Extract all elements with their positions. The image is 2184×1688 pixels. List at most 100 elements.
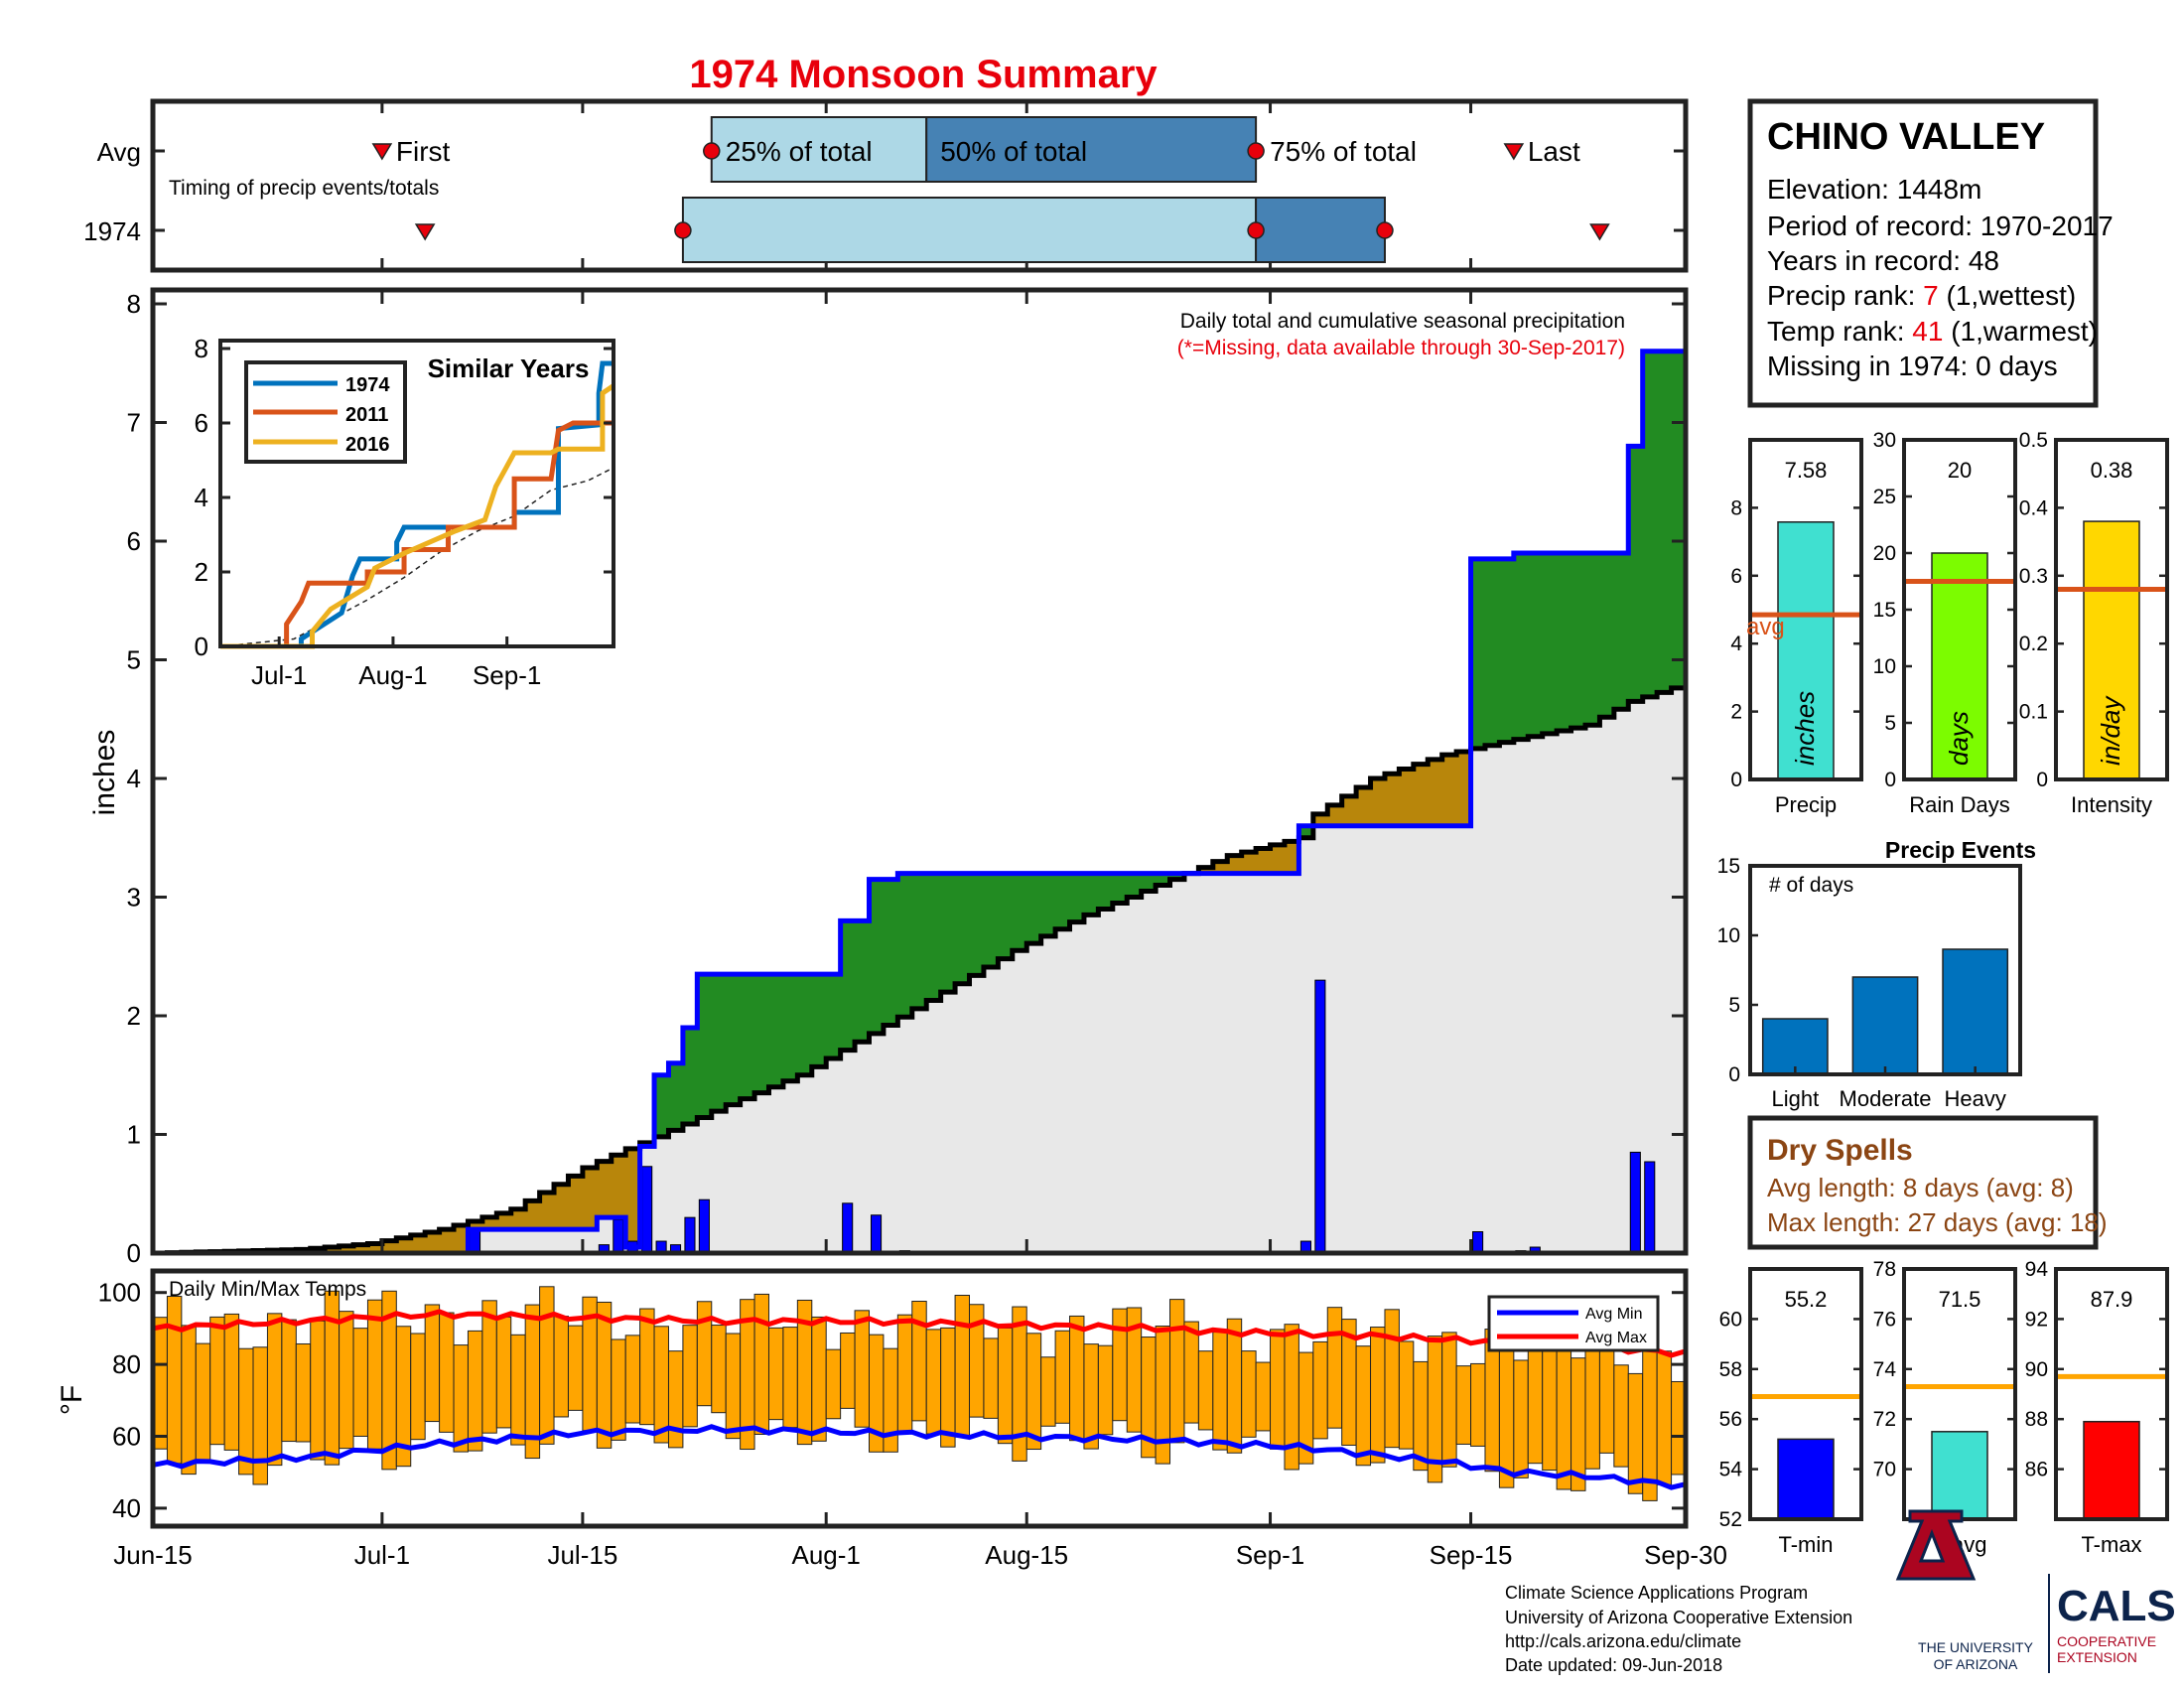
inset-ytick-label: 4 [195,483,208,512]
tmax-ytick-label: 88 [2025,1408,2048,1431]
intensity-ytick-label: 0.1 [2019,701,2048,724]
daily-temp-bar [1326,1307,1343,1429]
cumulative-y-ticks: 0 1 2 3 4 5 6 7 8 [127,289,1688,1268]
daily-temp-bar [1226,1318,1243,1454]
cumulative-ytick-label: 0 [127,1238,141,1268]
x-date-labels: Jun-15 Jul-1 Jul-15 Aug-1 Aug-15 Sep-1 Sep-15 S… [113,1512,1727,1570]
tavg-ytick-label: 72 [1873,1408,1896,1431]
cals-wordmark: CALS [2057,1582,2176,1630]
inset-xtick-label: Sep-1 [473,660,541,690]
daily-temp-bar [1413,1360,1429,1472]
legend-label-avg-min: Avg Min [1585,1306,1643,1323]
x-date-label: Sep-1 [1236,1540,1304,1570]
tavg-ytick-label: 78 [1873,1258,1896,1281]
daily-temp-bar [1169,1299,1185,1444]
missing-data-note: (*=Missing, data available through 30-Se… [1177,337,1625,359]
intensity-ytick-label: 0.5 [2019,429,2048,452]
year-first-marker [414,223,436,241]
daily-temp-bar [725,1333,742,1440]
rain_days-value-label: 20 [1948,458,1972,483]
temp-ytick-label: 100 [98,1278,141,1308]
event-category-label: Light [1771,1086,1819,1111]
tmin-xlabel: T-min [1779,1532,1834,1557]
p50-label: 50% of total [940,136,1087,167]
daily-temp-bar [753,1293,769,1436]
coop-extension-line2: EXTENSION [2057,1649,2137,1665]
inset-series-1974 [220,360,614,649]
tmin-value-label: 55.2 [1785,1287,1828,1312]
avg-p75-dot [1247,142,1265,160]
station-years: Years in record: 48 [1767,245,1999,276]
daily-temp-bar [997,1327,1014,1445]
tmax-chart: 86 88 90 92 94 87.9 T-max [2025,1258,2169,1557]
tmax-xlabel: T-max [2081,1532,2141,1557]
event-ytick-label: 5 [1728,994,1740,1017]
tmax-ytick-label: 94 [2025,1258,2049,1281]
footer-line4: Date updated: 09-Jun-2018 [1505,1655,1722,1675]
daily-temp-bar [611,1338,626,1441]
precip_total-ytick-label: 4 [1730,633,1742,655]
footer-line1: Climate Science Applications Program [1505,1583,1808,1603]
cumulative-ytick-label: 6 [127,526,141,556]
tmax-ytick-label: 86 [2025,1459,2048,1481]
station-info-box: CHINO VALLEY Elevation: 1448m Period of … [1747,98,2114,408]
cumulative-ytick-label: 7 [127,408,141,438]
temp-ticks: 40 60 80 100 [98,1278,1686,1523]
event-category-label: Heavy [1944,1086,2005,1111]
event-bar [1942,948,2009,1075]
dry-spells-max: Max length: 27 days (avg: 18) [1767,1207,2108,1237]
intensity-unit-label: in/day [2096,695,2125,766]
daily-temp-bar [682,1325,698,1428]
x-date-label: Sep-15 [1430,1540,1513,1570]
precip-rank-value: 7 [1923,280,1939,311]
daily-temp-bar [1398,1340,1415,1450]
daily-temp-bar [653,1326,669,1444]
intensity-chart: 0 0.1 0.2 0.3 0.4 0.5 0.38 Intensity in/day [2019,429,2169,817]
rain_days-ytick-label: 25 [1873,486,1896,508]
cumulative-ytick-label: 2 [127,1001,141,1031]
p25-label: 25% of total [726,136,873,167]
inset-xtick-label: Jul-1 [251,660,307,690]
coop-extension-line1: COOPERATIVE [2057,1633,2156,1649]
timing-row-1974-label: 1974 [83,216,141,246]
inset-series-2011 [220,420,614,649]
daily-precip-bar [1314,979,1326,1254]
daily-temp-bar [181,1325,197,1476]
tavg-value-label: 71.5 [1939,1287,1981,1312]
inset-series-2016 [220,383,615,649]
precip_total-ytick-label: 8 [1730,496,1742,519]
daily-temp-bar [1054,1330,1071,1424]
cumulative-ytick-label: 4 [127,764,141,793]
daily-temp-bar [1197,1350,1214,1431]
daily-precip-bar [1629,1151,1641,1254]
daily-precip-bar [641,1166,653,1254]
tmin-ytick-label: 54 [1719,1459,1743,1481]
daily-temp-bar [1097,1344,1114,1436]
intensity-ytick-label: 0.3 [2019,565,2048,588]
precip_total-value-label: 7.58 [1785,458,1828,483]
avg-cumulative-line [153,683,1689,1256]
intensity-ytick-label: 0.2 [2019,633,2048,655]
intensity-xlabel: Intensity [2071,792,2152,817]
station-period: Period of record: 1970-2017 [1767,211,2114,241]
daily-temp-bar [410,1333,426,1441]
daily-temp-bar [1455,1365,1472,1445]
rain_days-ytick-label: 20 [1873,542,1896,565]
daily-temp-bars [152,1286,1687,1501]
daily-temp-bar [1656,1350,1673,1485]
tavg-ytick-label: 76 [1873,1308,1896,1331]
timing-annotation: Timing of precip events/totals [169,177,439,200]
tmax-frame [2054,1267,2169,1521]
inset-title: Similar Years [428,353,590,383]
daily-temp-bar [1083,1343,1099,1450]
daily-temp-bar [596,1301,613,1449]
precip_total-xlabel: Precip [1775,792,1837,817]
temp-ytick-label: 80 [112,1349,141,1379]
daily-precip-bar [1472,1230,1484,1254]
summary-bar-charts: 0 2 4 6 8 7.58 Precip inches avg 0 5 10 15 20 25 30 20 Ra… [1719,429,2169,1557]
daily-temp-bar [495,1316,512,1429]
rain_days-ytick-label: 0 [1884,769,1896,791]
daily-temp-bar [266,1313,283,1467]
cumulative-panel: 0 1 2 3 4 5 6 7 8 inches Daily total and cumulat… [88,287,1689,1268]
